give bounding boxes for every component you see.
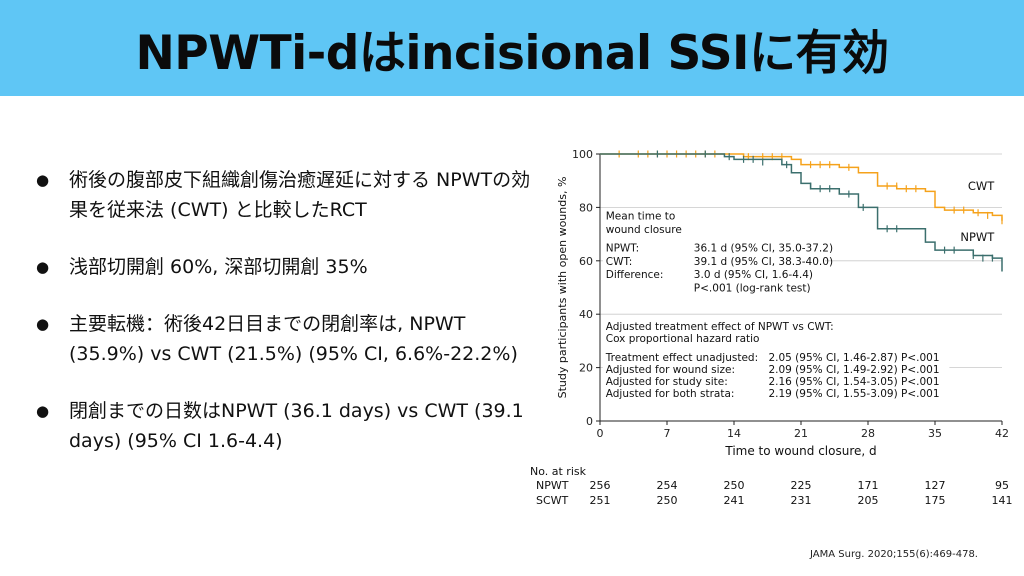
stats-label: wound closure bbox=[606, 224, 682, 236]
bullet-item: 主要転機：術後42日目までの閉創率は, NPWT (35.9%) vs CWT … bbox=[36, 309, 536, 369]
y-tick-label: 100 bbox=[572, 148, 593, 161]
x-axis-label: Time to wound closure, d bbox=[724, 444, 876, 458]
hazard-label: Adjusted for wound size: bbox=[606, 364, 735, 376]
hazard-label: Treatment effect unadjusted: bbox=[605, 352, 758, 364]
hazard-label: Adjusted for study site: bbox=[606, 376, 728, 388]
at-risk-value: 250 bbox=[657, 494, 678, 507]
y-tick-label: 60 bbox=[579, 255, 593, 268]
hazard-value: 2.05 (95% CI, 1.46-2.87) P<.001 bbox=[768, 352, 939, 364]
x-tick-label: 14 bbox=[727, 427, 741, 440]
x-tick-label: 0 bbox=[597, 427, 604, 440]
stats-label: Difference: bbox=[606, 269, 664, 281]
at-risk-row-label: NPWT bbox=[536, 479, 569, 492]
at-risk-value: 254 bbox=[657, 479, 678, 492]
citation: JAMA Surg. 2020;155(6):469-478. bbox=[810, 549, 978, 560]
y-tick-label: 20 bbox=[579, 362, 593, 375]
at-risk-value: 127 bbox=[925, 479, 946, 492]
at-risk-value: 225 bbox=[791, 479, 812, 492]
hazard-value: 2.09 (95% CI, 1.49-2.92) P<.001 bbox=[768, 364, 939, 376]
at-risk-title: No. at risk bbox=[530, 465, 587, 478]
x-tick-label: 28 bbox=[861, 427, 875, 440]
hazard-label: Cox proportional hazard ratio bbox=[606, 333, 760, 345]
stats-value: 39.1 d (95% CI, 38.3-40.0) bbox=[694, 256, 833, 268]
series-label-npwt: NPWT bbox=[960, 230, 995, 244]
at-risk-value: 241 bbox=[724, 494, 745, 507]
bullet-item: 閉創までの日数はNPWT (36.1 days) vs CWT (39.1 da… bbox=[36, 396, 536, 456]
y-tick-label: 40 bbox=[579, 308, 593, 321]
bullet-item: 術後の腹部皮下組織創傷治癒遅延に対する NPWTの効果を従来法 (CWT) と比… bbox=[36, 165, 536, 225]
stats-value: 36.1 d (95% CI, 35.0-37.2) bbox=[694, 242, 833, 254]
at-risk-row-label: SCWT bbox=[536, 494, 569, 507]
at-risk-value: 141 bbox=[992, 494, 1013, 507]
title-bar: NPWTi-dはincisional SSIに有効 bbox=[0, 0, 1024, 96]
at-risk-value: 251 bbox=[590, 494, 611, 507]
y-tick-label: 0 bbox=[586, 415, 593, 428]
stats-box-background bbox=[602, 210, 825, 303]
at-risk-value: 175 bbox=[925, 494, 946, 507]
stats-value: 3.0 d (95% CI, 1.6-4.4) bbox=[694, 269, 813, 281]
kaplan-meier-chart: 0 20 40 60 80 100 0 7 14 21 28 35 42 Time to wound cl… bbox=[530, 148, 1013, 507]
at-risk-value: 231 bbox=[791, 494, 812, 507]
hazard-value: 2.19 (95% CI, 1.55-3.09) P<.001 bbox=[768, 388, 939, 400]
hazard-label: Adjusted treatment effect of NPWT vs CWT… bbox=[606, 321, 834, 333]
annotations: CWT NPWT Mean time to wound closure NPWT: 36.… bbox=[602, 179, 995, 416]
hazard-value: 2.16 (95% CI, 1.54-3.05) P<.001 bbox=[768, 376, 939, 388]
at-risk-value: 95 bbox=[995, 479, 1009, 492]
y-tick-label: 80 bbox=[579, 201, 593, 214]
series-label-cwt: CWT bbox=[968, 179, 995, 193]
stats-value: P<.001 (log-rank test) bbox=[694, 283, 811, 295]
bullet-item: 浅部切開創 60%, 深部切開創 35% bbox=[36, 252, 536, 282]
at-risk-value: 205 bbox=[858, 494, 879, 507]
at-risk-value: 256 bbox=[590, 479, 611, 492]
survival-curves bbox=[600, 150, 1003, 272]
stats-label: NPWT: bbox=[606, 242, 639, 254]
hazard-label: Adjusted for both strata: bbox=[606, 388, 735, 400]
x-tick-label: 7 bbox=[664, 427, 671, 440]
hazard-box-background bbox=[602, 320, 950, 416]
stats-label: Mean time to bbox=[606, 210, 676, 222]
axes: 0 20 40 60 80 100 0 7 14 21 28 35 42 Time to wound cl… bbox=[556, 148, 1009, 458]
x-tick-label: 42 bbox=[995, 427, 1009, 440]
x-tick-label: 35 bbox=[928, 427, 942, 440]
at-risk-value: 250 bbox=[724, 479, 745, 492]
slide-title: NPWTi-dはincisional SSIに有効 bbox=[135, 25, 889, 81]
stats-label: CWT: bbox=[606, 256, 633, 268]
y-axis-label: Study participants with open wounds, % bbox=[556, 177, 569, 399]
series-line-npwt bbox=[600, 153, 1003, 272]
x-tick-label: 21 bbox=[794, 427, 808, 440]
at-risk-value: 171 bbox=[858, 479, 879, 492]
bullet-list: 術後の腹部皮下組織創傷治癒遅延に対する NPWTの効果を従来法 (CWT) と比… bbox=[36, 165, 536, 483]
